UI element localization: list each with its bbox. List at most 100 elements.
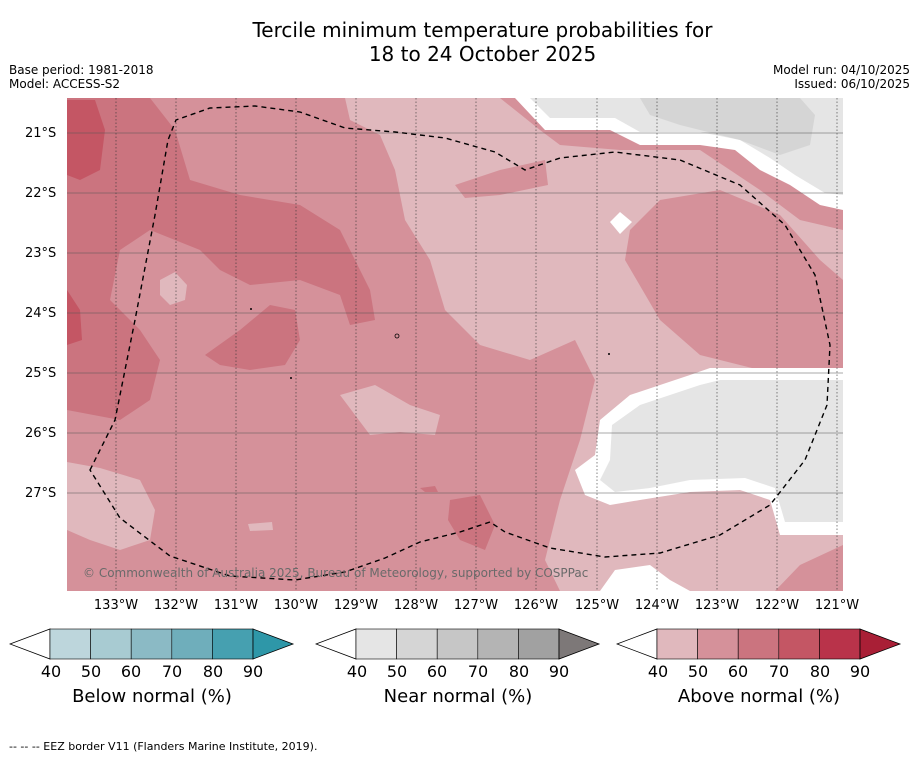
copyright-text: © Commonwealth of Australia 2025, Bureau…	[83, 566, 588, 580]
grid-lon	[115, 98, 838, 591]
colorbar-label: Below normal (%)	[72, 686, 232, 707]
zone-70-80	[67, 100, 105, 180]
colorbar-tick: 70	[467, 662, 489, 681]
zone-40-50-e	[248, 522, 273, 531]
colorbar-tick: 90	[242, 662, 264, 681]
colorbar-swatch	[518, 628, 560, 660]
colorbar-below-normal: 40 50 60 70 80 90 Below normal (%)	[9, 628, 305, 708]
colorbar-swatch	[396, 628, 438, 660]
grid-lat	[67, 132, 843, 494]
issued-date: Issued: 06/10/2025	[794, 77, 910, 91]
eez-border	[89, 105, 831, 581]
lon-label: 131°W	[213, 598, 259, 613]
colorbar-tick: 60	[120, 662, 142, 681]
colorbar-label: Near normal (%)	[383, 686, 533, 707]
colorbar-tick: 80	[202, 662, 224, 681]
base-period: Base period: 1981-2018	[9, 63, 154, 77]
lat-label: 21°S	[25, 126, 57, 141]
lon-label: 125°W	[574, 598, 620, 613]
eez-footnote: -- -- -- EEZ border V11 (Flanders Marine…	[9, 740, 318, 753]
colorbar-tick: 70	[161, 662, 183, 681]
probability-field	[67, 98, 843, 591]
colorbar-lower-extend	[9, 628, 51, 660]
colorbar-swatch	[130, 628, 173, 660]
colorbar-tick: 60	[426, 662, 448, 681]
colorbar-upper-extend	[859, 628, 902, 660]
lat-label: 26°S	[25, 426, 57, 441]
lat-label: 25°S	[25, 366, 57, 381]
zone-60-70-c	[448, 495, 495, 550]
near-normal-se	[600, 380, 843, 522]
lat-label: 22°S	[25, 186, 57, 201]
lon-label: 132°W	[153, 598, 199, 613]
lat-label: 23°S	[25, 246, 57, 261]
colorbar-tick: 70	[768, 662, 790, 681]
colorbar-tick: 50	[386, 662, 408, 681]
zone-50-60-east	[625, 190, 843, 380]
meta-right: Model run: 04/10/2025 Issued: 06/10/2025	[773, 63, 910, 91]
model-name: Model: ACCESS-S2	[9, 77, 121, 91]
colorbar-swatch	[737, 628, 780, 660]
colorbar-tick: 80	[809, 662, 831, 681]
zone-below-40-s	[600, 565, 690, 591]
zone-50-60-se	[775, 545, 843, 591]
zone-60-70	[67, 98, 375, 420]
colorbar-swatch	[778, 628, 820, 660]
colorbar-swatch	[355, 628, 397, 660]
zone-60-70-d	[420, 486, 438, 492]
colorbar-tick: 40	[647, 662, 669, 681]
colorbar-above-normal: 40 50 60 70 80 90 Above normal (%)	[616, 628, 912, 708]
lon-label: 122°W	[754, 598, 800, 613]
colorbar-swatches	[315, 628, 601, 660]
colorbar-label: Above normal (%)	[677, 686, 841, 707]
lon-label: 121°W	[814, 598, 860, 613]
lon-label: 124°W	[634, 598, 680, 613]
zone-40-50-b	[340, 385, 440, 435]
map-title: Tercile minimum temperature probabilitie…	[0, 18, 919, 66]
colorbar-swatches	[616, 628, 902, 660]
colorbar-tick: 90	[548, 662, 570, 681]
colorbar-swatch	[212, 628, 254, 660]
colorbar-swatch	[697, 628, 739, 660]
colorbar-swatch	[90, 628, 132, 660]
colorbar-lower-extend	[315, 628, 357, 660]
island-dot	[394, 333, 400, 339]
meta-left: Base period: 1981-2018 Model: ACCESS-S2	[9, 63, 154, 91]
lat-label: 27°S	[25, 486, 57, 501]
colorbar-swatch	[656, 628, 698, 660]
colorbar-tick: 60	[727, 662, 749, 681]
colorbar-swatches	[9, 628, 295, 660]
colorbar-upper-extend	[252, 628, 295, 660]
colorbar-swatch	[477, 628, 519, 660]
island-dot	[250, 308, 252, 310]
colorbar-tick: 40	[40, 662, 62, 681]
colorbar-tick: 50	[687, 662, 709, 681]
colorbar-near-normal: 40 50 60 70 80 90 Near normal (%)	[315, 628, 611, 708]
colorbar-swatch	[436, 628, 479, 660]
island-dot	[290, 377, 292, 379]
colorbar-tick: 90	[849, 662, 871, 681]
model-run: Model run: 04/10/2025	[772, 63, 910, 77]
colorbar-swatch	[819, 628, 861, 660]
colorbar-swatch	[49, 628, 91, 660]
title-line-1: Tercile minimum temperature probabilitie…	[252, 18, 713, 42]
lon-label: 127°W	[453, 598, 499, 613]
lon-label: 130°W	[273, 598, 319, 613]
zone-40-50-c	[160, 272, 187, 305]
lon-label: 123°W	[694, 598, 740, 613]
white-diamond	[610, 212, 632, 234]
colorbar-tick: 80	[508, 662, 530, 681]
colorbar-tick: 40	[346, 662, 368, 681]
lat-label: 24°S	[25, 306, 57, 321]
title-line-2: 18 to 24 October 2025	[368, 42, 597, 66]
zone-70-80-b	[67, 290, 82, 345]
colorbar-lower-extend	[616, 628, 658, 660]
island-dot	[608, 353, 610, 355]
zone-60-70-b	[205, 305, 300, 370]
colorbar-swatch	[171, 628, 213, 660]
lon-label: 128°W	[393, 598, 439, 613]
colorbar-tick: 50	[80, 662, 102, 681]
near-normal-50-60	[640, 98, 815, 155]
lon-label: 133°W	[93, 598, 139, 613]
